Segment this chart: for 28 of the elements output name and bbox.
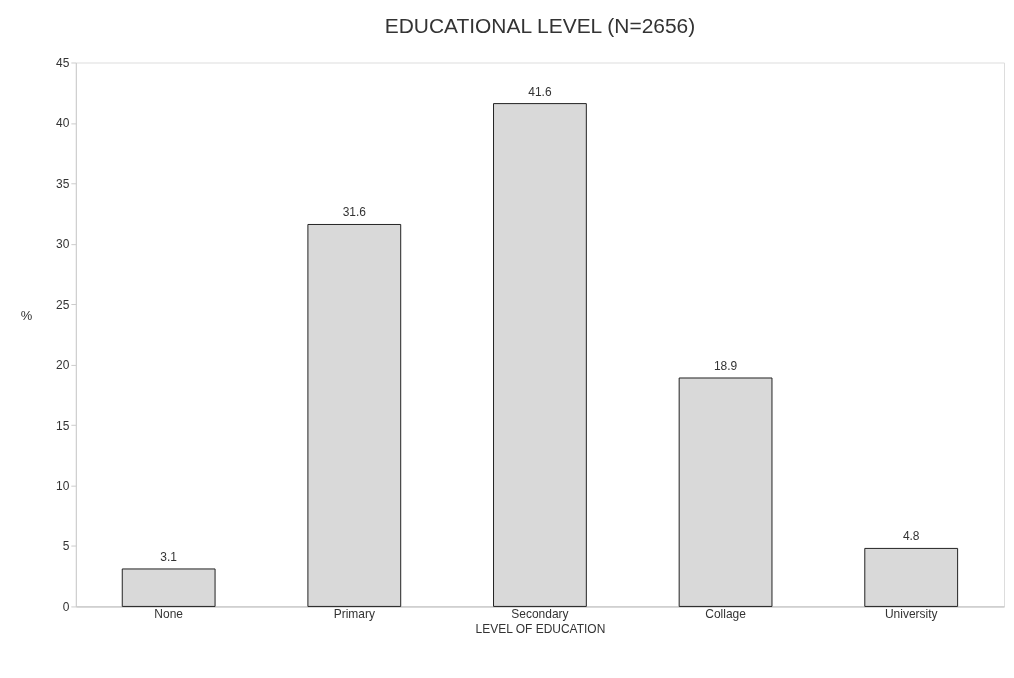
x-tick-label: Collage — [705, 606, 747, 621]
data-label: 31.6 — [342, 205, 367, 220]
y-tick-label: 40 — [56, 116, 70, 131]
data-label: 18.9 — [713, 359, 738, 373]
y-tick-label: 35 — [56, 176, 70, 191]
y-tick-label: 15 — [56, 418, 70, 433]
bar — [678, 377, 773, 607]
y-tick-label: 5 — [62, 539, 70, 554]
y-axis-title: % — [20, 307, 33, 323]
y-tick-label: 25 — [56, 297, 70, 312]
y-tick-label: 0 — [62, 599, 70, 614]
data-label: 3.1 — [160, 549, 178, 564]
data-label: 41.6 — [528, 84, 552, 99]
bar — [493, 103, 587, 607]
x-axis-title: LEVEL OF EDUCATION — [475, 621, 606, 636]
chart-title: EDUCATIONAL LEVEL (N=2656) — [384, 13, 696, 37]
bar — [307, 223, 402, 607]
bar — [121, 568, 216, 607]
y-tick-label: 45 — [56, 56, 70, 70]
y-tick-label: 10 — [56, 479, 70, 494]
y-tick-label: 20 — [56, 358, 70, 373]
y-tick-label: 30 — [56, 237, 70, 252]
bar — [864, 547, 959, 607]
x-tick-label: None — [154, 606, 184, 621]
x-tick-label: Secondary — [511, 606, 569, 621]
x-tick-label: Primary — [333, 606, 375, 621]
x-tick-label: University — [884, 606, 938, 621]
data-label: 4.8 — [902, 529, 920, 544]
